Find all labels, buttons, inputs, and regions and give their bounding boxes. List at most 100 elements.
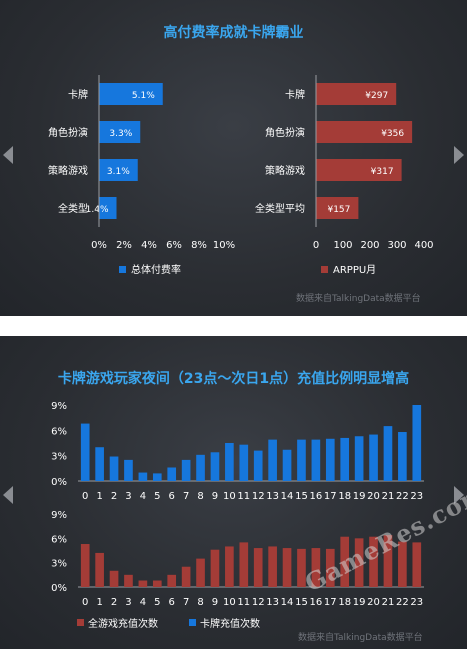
bottom-charts-svg: 0%3%6%9%0 1 2 3 4 5 6 7 8 9 10 11 12 13 14 15 16 17 18 19 20… — [51, 401, 424, 630]
card-recharge-x-tick-label: 22 — [396, 491, 409, 502]
arppu-value-label: ¥297 — [365, 91, 388, 101]
all-games-recharge-x-tick-label: 3 — [125, 597, 131, 608]
all-games-recharge-x-tick-label: 17 — [324, 597, 337, 608]
all-games-recharge-bar — [340, 536, 350, 587]
all-games-recharge-bar — [311, 548, 321, 587]
card-recharge-x-tick-label: 4 — [140, 491, 146, 502]
all-games-recharge-x-tick-label: 0 — [82, 597, 88, 608]
previous-arrow-icon[interactable] — [3, 146, 13, 164]
next-arrow-icon[interactable] — [454, 486, 464, 504]
payment-rate-tick-label: 4% — [141, 240, 157, 251]
arppu-category-label: 卡牌 — [285, 88, 305, 101]
card-recharge-bar — [95, 447, 104, 481]
all-games-recharge-x-tick-label: 7 — [183, 597, 189, 608]
all-games-legend-swatch — [77, 619, 84, 626]
arppu-bar — [316, 197, 359, 219]
arppu-bar — [316, 121, 413, 143]
arppu-category-label: 策略游戏 — [265, 164, 305, 177]
card-recharge-x-tick-label: 8 — [197, 491, 203, 502]
card-recharge-bar — [210, 452, 220, 481]
all-games-recharge-bar — [369, 536, 378, 587]
payment-rate-bar — [99, 159, 138, 181]
card-recharge-x-tick-label: 11 — [237, 491, 250, 502]
arppu-legend-label: ARPPU月 — [333, 264, 376, 276]
payment-rate-bar — [99, 197, 117, 219]
all-games-recharge-x-tick-label: 10 — [223, 597, 236, 608]
arppu-tick-label: 400 — [414, 240, 433, 251]
all-games-recharge-y-tick-label: 6% — [51, 534, 67, 545]
all-games-legend-label: 全游戏充值次数 — [88, 617, 158, 630]
all-games-recharge-x-tick-label: 16 — [310, 597, 323, 608]
card-recharge-x-tick-label: 21 — [382, 491, 395, 502]
next-arrow-icon[interactable] — [454, 146, 464, 164]
all-games-recharge-bar — [325, 548, 335, 587]
payment-rate-value-label: 3.1% — [107, 167, 130, 177]
card-recharge-bar — [253, 450, 263, 481]
payment-rate-tick-label: 10% — [213, 240, 235, 251]
all-games-recharge-bar — [210, 549, 220, 587]
card-recharge-bar — [311, 439, 321, 481]
all-games-recharge-bar — [225, 546, 234, 587]
card-recharge-bar — [239, 444, 249, 481]
all-games-recharge-x-tick-label: 22 — [396, 597, 409, 608]
card-recharge-bar — [124, 459, 133, 481]
all-games-recharge-x-tick-label: 2 — [111, 597, 117, 608]
arppu-category-label: 角色扮演 — [265, 126, 305, 139]
card-recharge-y-tick-label: 0% — [51, 477, 67, 488]
payment-rate-legend-swatch — [119, 266, 126, 273]
payment-rate-bar — [99, 83, 163, 105]
arppu-legend-swatch — [321, 266, 328, 273]
card-recharge-bar — [282, 449, 292, 481]
card-recharge-x-tick-label: 9 — [212, 491, 218, 502]
all-games-recharge-x-tick-label: 11 — [237, 597, 250, 608]
card-recharge-y-tick-label: 3% — [51, 452, 67, 463]
card-recharge-x-tick-label: 20 — [367, 491, 380, 502]
arppu-bar — [316, 83, 397, 105]
all-games-recharge-bar — [181, 566, 191, 587]
payment-rate-tick-label: 0% — [91, 240, 107, 251]
card-recharge-bar — [369, 434, 378, 481]
card-recharge-bar — [398, 432, 407, 481]
card-recharge-bar — [297, 439, 306, 481]
arppu-tick-label: 200 — [360, 240, 379, 251]
payment-rate-value-label: 1.4% — [86, 205, 109, 215]
payment-rate-category-label: 卡牌 — [68, 88, 88, 101]
all-games-recharge-x-tick-label: 8 — [197, 597, 203, 608]
card-recharge-x-tick-label: 7 — [183, 491, 189, 502]
bottom-chart-panel: 卡牌游戏玩家夜间（23点～次日1点）充值比例明显增高 0% 3% 6% 9% 0 1 2 3 4… — [0, 336, 467, 649]
all-games-recharge-bar — [80, 544, 90, 587]
payment-rate-category-label: 角色扮演 — [48, 126, 88, 139]
payment-rate-value-label: 3.3% — [109, 129, 132, 139]
all-games-recharge-y-tick-label: 0% — [51, 583, 67, 594]
card-recharge-x-tick-label: 6 — [169, 491, 175, 502]
card-recharge-bar — [181, 459, 191, 481]
all-games-recharge-bar — [239, 542, 249, 587]
previous-arrow-icon[interactable] — [3, 486, 13, 504]
all-games-recharge-bar — [124, 574, 133, 587]
card-recharge-y-tick-label: 6% — [51, 426, 67, 437]
arppu-category-label: 全类型平均 — [255, 202, 305, 215]
card-recharge-bar — [340, 437, 350, 481]
all-games-recharge-bar — [152, 580, 162, 587]
card-recharge-x-tick-label: 13 — [266, 491, 279, 502]
all-games-recharge-x-tick-label: 20 — [367, 597, 380, 608]
card-recharge-x-tick-label: 10 — [223, 491, 236, 502]
all-games-recharge-x-tick-label: 12 — [252, 597, 265, 608]
all-games-recharge-x-tick-label: 18 — [338, 597, 351, 608]
card-recharge-y-tick-label: 9% — [51, 401, 67, 412]
all-games-recharge-x-tick-label: 13 — [266, 597, 279, 608]
card-recharge-bar — [138, 472, 148, 481]
card-recharge-x-tick-label: 1 — [96, 491, 102, 502]
payment-rate-tick-label: 2% — [116, 240, 132, 251]
card-recharge-x-tick-label: 18 — [338, 491, 351, 502]
card-recharge-x-tick-label: 2 — [111, 491, 117, 502]
all-games-recharge-y-tick-label: 3% — [51, 559, 67, 570]
card-recharge-bar — [268, 439, 277, 481]
card-recharge-bar — [167, 467, 177, 481]
card-recharge-bar — [225, 443, 234, 481]
card-legend-swatch — [189, 619, 196, 626]
all-games-recharge-bar — [412, 542, 422, 587]
card-recharge-x-tick-label: 16 — [310, 491, 323, 502]
all-games-recharge-y-tick-label: 9% — [51, 510, 67, 521]
